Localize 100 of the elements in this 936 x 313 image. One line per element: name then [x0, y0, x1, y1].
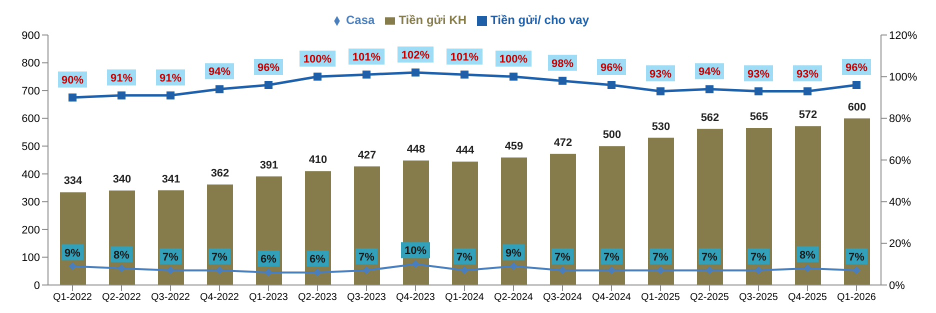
point — [706, 85, 714, 94]
data-label: 7% — [212, 251, 228, 264]
data-label: 6% — [310, 254, 326, 266]
point — [656, 87, 664, 96]
point — [804, 87, 812, 96]
point — [852, 266, 860, 274]
x-tick-label: Q3-2025 — [739, 292, 778, 304]
point — [754, 87, 762, 96]
point — [706, 266, 714, 274]
point — [412, 68, 420, 76]
x-tick-label: Q2-2023 — [298, 292, 338, 304]
x-tick-label: Q4-2025 — [788, 292, 828, 304]
point — [608, 81, 616, 89]
x-tick-label: Q1-2024 — [445, 292, 484, 304]
point — [216, 266, 224, 274]
data-label: 101% — [352, 52, 381, 64]
data-label: 340 — [112, 174, 132, 186]
point — [68, 94, 76, 102]
data-label: 7% — [554, 251, 571, 264]
x-tick-label: Q4-2022 — [200, 292, 240, 304]
data-label: 362 — [210, 167, 230, 180]
point — [510, 262, 518, 270]
data-label: 7% — [848, 251, 865, 264]
bar — [844, 118, 870, 285]
data-label: 7% — [162, 251, 179, 264]
point — [362, 266, 370, 274]
data-label: 91% — [110, 72, 133, 84]
x-tick-label: Q2-2025 — [690, 292, 730, 304]
point — [68, 262, 76, 270]
data-label: 391 — [260, 159, 278, 172]
data-label: 600 — [848, 101, 866, 114]
data-label: 93% — [796, 68, 819, 80]
data-label: 7% — [702, 251, 718, 264]
data-label: 572 — [798, 109, 818, 122]
data-label: 8% — [800, 249, 816, 262]
y-tick-label: 300 — [22, 196, 40, 209]
y2-tick-label: 40% — [889, 196, 912, 209]
data-label: 91% — [159, 72, 182, 84]
point — [362, 70, 370, 79]
data-label: 94% — [208, 66, 231, 78]
bar — [452, 162, 478, 285]
point — [166, 266, 174, 274]
y-tick-label: 600 — [22, 113, 40, 126]
data-label: 9% — [64, 247, 81, 260]
x-tick-label: Q3-2024 — [543, 292, 582, 304]
data-label: 7% — [358, 251, 375, 264]
point — [314, 72, 322, 81]
point — [804, 264, 812, 272]
y-tick-label: 400 — [22, 168, 40, 181]
x-tick-label: Q3-2023 — [347, 292, 386, 304]
data-label: 562 — [700, 112, 720, 124]
data-label: 448 — [406, 144, 426, 156]
x-tick-label: Q1-2023 — [249, 292, 288, 304]
x-tick-label: Q1-2022 — [53, 292, 92, 304]
point — [412, 260, 420, 268]
point — [510, 72, 518, 81]
bar — [795, 126, 821, 285]
data-label: 9% — [506, 247, 522, 260]
y-tick-label: 0 — [34, 280, 40, 292]
point — [460, 266, 468, 274]
data-label: 7% — [604, 251, 620, 264]
data-label: 7% — [456, 251, 473, 264]
point — [608, 266, 616, 274]
data-label: 410 — [308, 154, 328, 166]
y-tick-label: 900 — [22, 30, 40, 42]
data-label: 7% — [750, 251, 767, 264]
y2-tick-label: 100% — [889, 72, 918, 84]
point — [852, 81, 860, 89]
data-label: 530 — [652, 120, 670, 133]
y-tick-label: 200 — [22, 224, 40, 236]
point — [118, 91, 126, 100]
data-label: 565 — [750, 111, 768, 124]
y2-tick-label: 80% — [889, 113, 912, 126]
x-tick-label: Q2-2024 — [494, 292, 534, 304]
bar — [746, 128, 772, 285]
data-label: 459 — [504, 140, 524, 152]
x-tick-label: Q4-2023 — [396, 292, 436, 304]
point — [216, 85, 224, 94]
y-tick-label: 800 — [22, 58, 40, 70]
data-label: 427 — [358, 149, 376, 162]
data-label: 93% — [747, 68, 770, 80]
x-tick-label: Q4-2024 — [592, 292, 632, 304]
point — [314, 268, 322, 276]
point — [754, 266, 762, 274]
point — [264, 268, 272, 276]
legend-label: Casa — [346, 13, 375, 27]
data-label: 444 — [456, 144, 476, 157]
legend-label: Tiền gửi/ cho vay — [490, 13, 589, 27]
data-label: 90% — [61, 74, 84, 86]
y-tick-label: 500 — [22, 141, 40, 154]
x-tick-label: Q2-2022 — [102, 292, 142, 304]
y-tick-label: 100 — [22, 252, 40, 264]
y2-tick-label: 120% — [889, 30, 918, 42]
point — [558, 76, 566, 85]
data-label: 96% — [600, 62, 623, 74]
data-label: 100% — [303, 54, 332, 66]
data-label: 8% — [114, 249, 130, 262]
y2-tick-label: 20% — [889, 238, 912, 250]
x-tick-label: Q1-2025 — [641, 292, 680, 304]
data-label: 6% — [260, 254, 277, 266]
